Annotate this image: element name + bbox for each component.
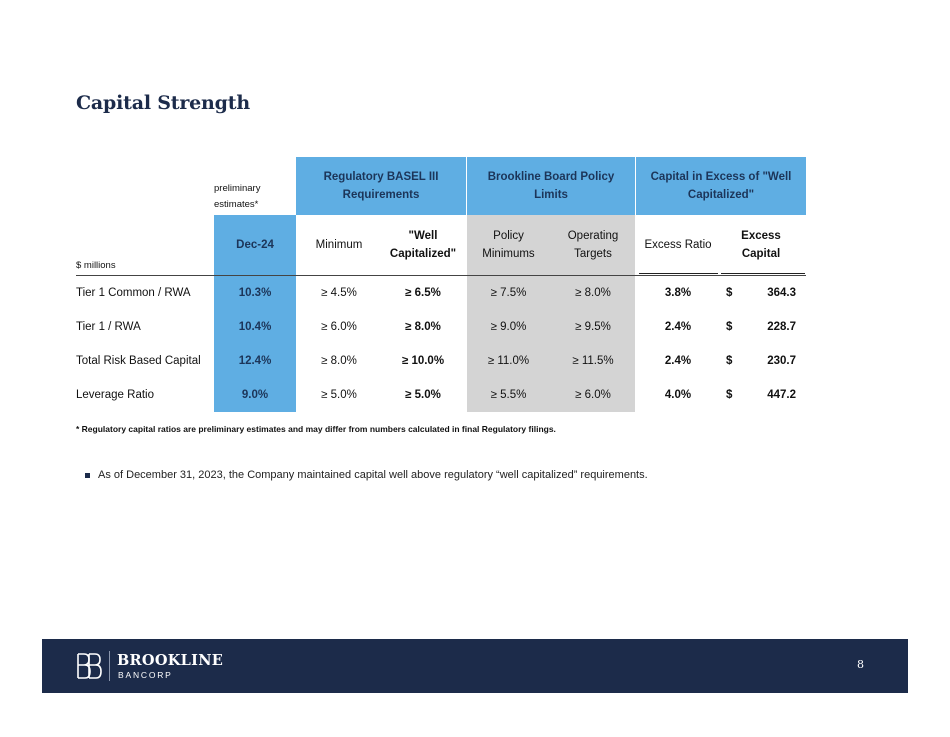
cell-dec24: 9.0%	[241, 388, 269, 401]
cell-currency: $	[726, 320, 733, 333]
cell-dec24: 12.4%	[238, 354, 272, 367]
logo-separator	[109, 651, 110, 681]
cell-currency: $	[726, 354, 733, 367]
cell-minimum: ≥ 5.0%	[321, 388, 357, 401]
bullet-text: As of December 31, 2023, the Company mai…	[98, 469, 648, 481]
dec24-column-bg	[214, 215, 296, 412]
cell-minimum: ≥ 4.5%	[321, 286, 357, 299]
cell-excess-capital: 364.3	[767, 286, 796, 299]
cell-minimum: ≥ 8.0%	[321, 354, 357, 367]
page-number: 8	[857, 658, 864, 671]
header-rule-excess-capital	[721, 273, 805, 274]
cell-well: ≥ 6.5%	[405, 286, 441, 299]
group-header-policy: Brookline Board Policy Limits	[467, 157, 635, 215]
header-rule	[76, 275, 806, 276]
cell-operating: ≥ 8.0%	[575, 286, 611, 299]
footer-bar: BROOKLINE BANCORP 8	[42, 639, 908, 693]
group-header-basel: Regulatory BASEL III Requirements	[296, 157, 466, 215]
cell-currency: $	[726, 388, 733, 401]
cell-excess-ratio: 2.4%	[664, 320, 692, 333]
bullet-item: As of December 31, 2023, the Company mai…	[85, 469, 648, 481]
cell-excess-capital: 447.2	[767, 388, 796, 401]
cell-well: ≥ 5.0%	[405, 388, 441, 401]
group-header-basel-label: Regulatory BASEL III Requirements	[323, 170, 439, 201]
units-label: $ millions	[76, 260, 116, 272]
brand-name: BROOKLINE	[117, 652, 224, 669]
cell-label: Total Risk Based Capital	[76, 354, 201, 367]
col-header-minimum: Minimum	[315, 238, 363, 251]
col-header-excess-capital: Excess Capital	[741, 229, 781, 260]
col-header-excess-ratio: Excess Ratio	[644, 238, 712, 251]
cell-well: ≥ 10.0%	[401, 354, 445, 367]
cell-label: Tier 1 / RWA	[76, 320, 141, 333]
col-header-policy-minimums: Policy Minimums	[482, 229, 535, 260]
brookline-logo-icon	[77, 653, 102, 679]
cell-policy: ≥ 11.0%	[487, 354, 530, 367]
header-rule-excess-ratio	[639, 273, 718, 274]
cell-policy: ≥ 5.5%	[490, 388, 527, 401]
footnote: * Regulatory capital ratios are prelimin…	[76, 424, 556, 434]
cell-excess-capital: 228.7	[767, 320, 796, 333]
col-header-dec24: Dec-24	[236, 238, 274, 251]
cell-label: Tier 1 Common / RWA	[76, 286, 191, 299]
cell-dec24: 10.3%	[238, 286, 272, 299]
cell-label: Leverage Ratio	[76, 388, 154, 401]
group-header-excess-label: Capital in Excess of "Well Capitalized"	[650, 170, 792, 201]
cell-well: ≥ 8.0%	[405, 320, 441, 333]
cell-excess-ratio: 3.8%	[664, 286, 692, 299]
page-title: Capital Strength	[76, 92, 250, 114]
cell-excess-ratio: 2.4%	[664, 354, 692, 367]
bullet-square-icon	[85, 472, 90, 478]
cell-operating: ≥ 11.5%	[572, 354, 614, 367]
policy-column-bg	[467, 215, 635, 412]
preliminary-note: preliminary estimates*	[214, 182, 261, 210]
brand-sub: BANCORP	[118, 670, 173, 680]
col-header-operating-targets: Operating Targets	[567, 229, 619, 260]
cell-operating: ≥ 9.5%	[575, 320, 611, 333]
cell-excess-ratio: 4.0%	[664, 388, 692, 401]
cell-operating: ≥ 6.0%	[575, 388, 611, 401]
group-header-excess: Capital in Excess of "Well Capitalized"	[636, 157, 806, 215]
group-header-policy-label: Brookline Board Policy Limits	[487, 170, 615, 201]
cell-excess-capital: 230.7	[767, 354, 796, 367]
cell-policy: ≥ 7.5%	[490, 286, 527, 299]
cell-minimum: ≥ 6.0%	[321, 320, 357, 333]
cell-currency: $	[726, 286, 733, 299]
cell-dec24: 10.4%	[238, 320, 272, 333]
cell-policy: ≥ 9.0%	[490, 320, 527, 333]
col-header-well-capitalized: "Well Capitalized"	[389, 229, 457, 260]
